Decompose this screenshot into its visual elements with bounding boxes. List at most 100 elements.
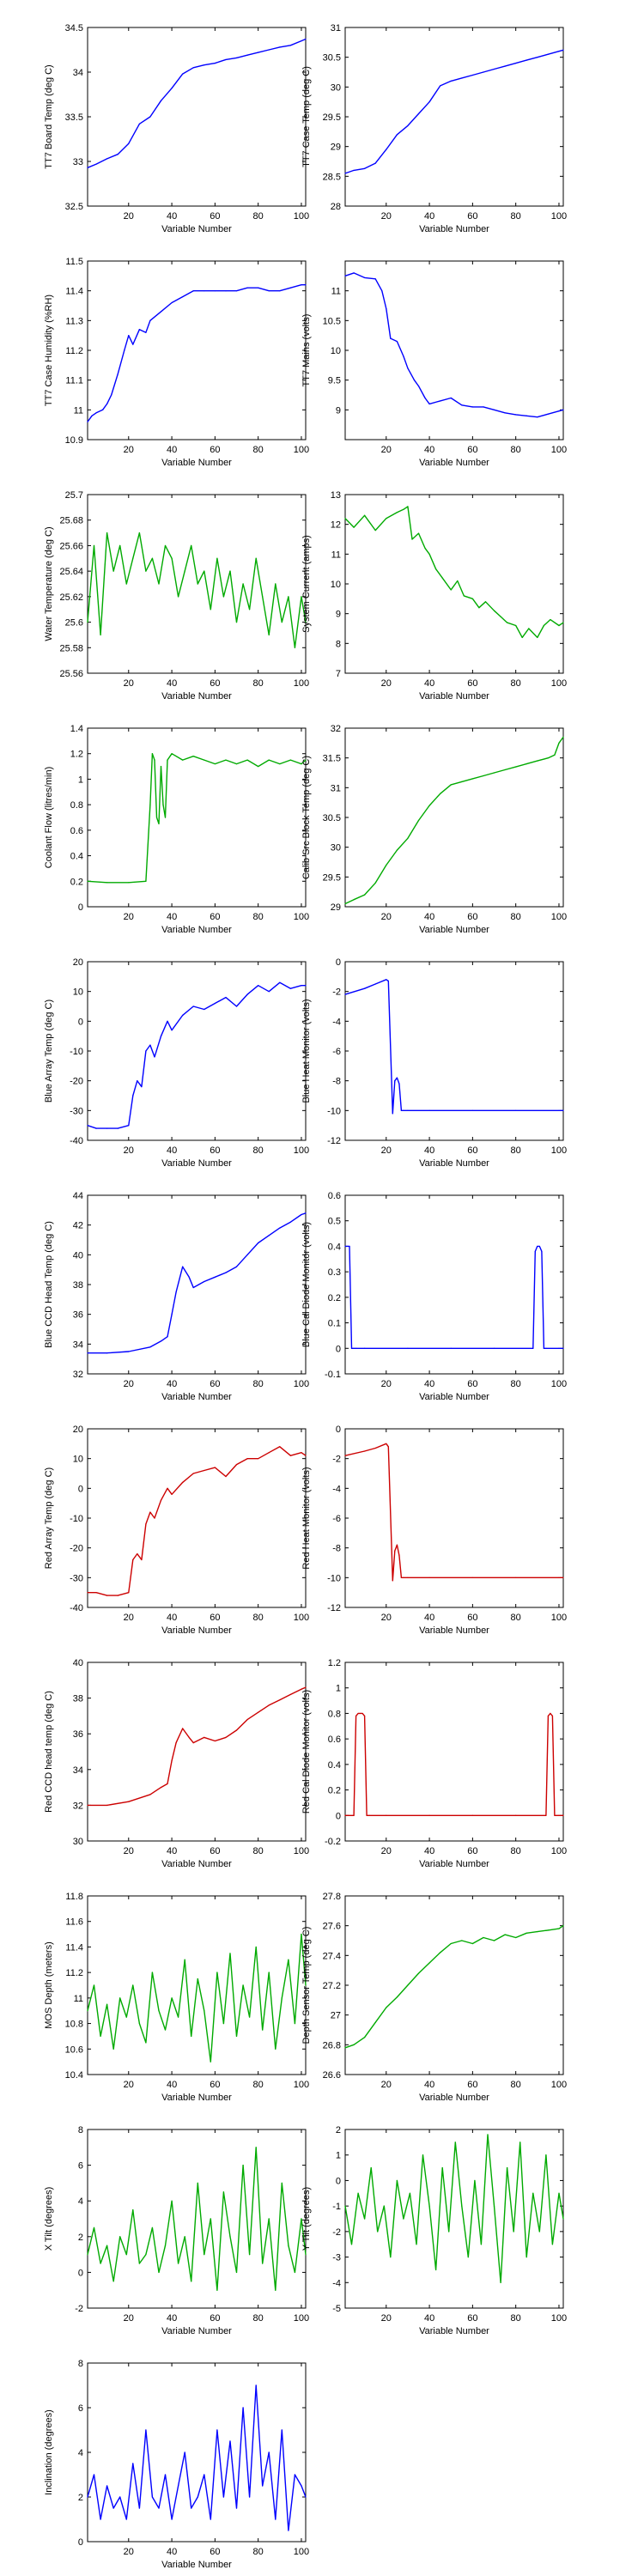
x-tick-label: 40 — [167, 445, 177, 455]
data-point — [246, 1718, 248, 1721]
series-line — [88, 1212, 307, 1354]
y-axis-label: Blue Heat Monitor (volts) — [301, 999, 312, 1103]
data-point — [164, 2245, 167, 2246]
y-tick-label: -40 — [70, 1603, 83, 1613]
y-axis-label: TT7 Board Temp (deg C) — [44, 64, 54, 168]
data-point — [355, 1347, 357, 1349]
data-point — [178, 596, 179, 598]
data-point — [192, 290, 194, 292]
data-point — [346, 1245, 349, 1248]
y-tick-label: -4 — [332, 1484, 341, 1494]
x-tick-label: 80 — [511, 1846, 521, 1856]
data-point — [396, 849, 398, 851]
data-point — [151, 557, 154, 559]
y-tick-label: 11.5 — [65, 257, 83, 267]
data-point — [305, 1455, 307, 1456]
y-tick-label: -4 — [332, 2278, 341, 2288]
y-axis-label: TT7 Case Temp (deg C) — [301, 66, 312, 167]
data-point — [171, 1997, 173, 1999]
data-point — [344, 902, 346, 905]
data-point — [344, 993, 346, 995]
data-point — [132, 343, 134, 345]
y-tick-label: 10 — [73, 1455, 83, 1465]
x-tick-label: 60 — [467, 1145, 477, 1156]
x-tick-label: 80 — [511, 1613, 521, 1623]
data-point — [138, 2507, 140, 2509]
x-tick-label: 100 — [294, 2080, 309, 2090]
data-point — [171, 2518, 173, 2520]
chart-panel-8: 29 29.5 30 30.5 31 31.5 32 20 40 60 80 100 Variable … — [301, 724, 567, 935]
data-point — [106, 1127, 108, 1129]
data-point — [268, 1235, 270, 1236]
data-point — [128, 1592, 130, 1594]
data-point — [138, 2022, 140, 2025]
y-tick-label: 25.62 — [59, 592, 83, 603]
data-point — [526, 763, 527, 765]
data-point — [145, 2042, 147, 2044]
data-point — [478, 607, 480, 609]
data-point — [132, 1984, 134, 1986]
y-axis-label: Water Temperature (deg C) — [44, 526, 54, 641]
data-point — [428, 553, 430, 555]
data-point — [377, 2231, 379, 2233]
data-point — [411, 538, 413, 540]
y-tick-label: -10 — [327, 1106, 341, 1116]
data-point — [128, 143, 130, 144]
data-point — [353, 899, 355, 901]
data-point — [275, 2289, 276, 2291]
data-point — [192, 67, 194, 69]
y-tick-label: 1.4 — [70, 724, 83, 734]
data-point — [366, 1814, 368, 1816]
data-point — [182, 296, 184, 298]
data-point — [515, 1936, 517, 1939]
x-tick-label: 40 — [167, 211, 177, 222]
data-point — [513, 2231, 514, 2233]
data-point — [289, 759, 291, 761]
data-point — [279, 1227, 281, 1229]
series-line — [87, 284, 306, 422]
x-tick-label: 60 — [210, 912, 220, 922]
data-point — [537, 57, 538, 58]
data-point — [132, 2209, 134, 2211]
y-tick-label: 11.2 — [65, 346, 83, 356]
plot-area — [344, 27, 564, 207]
x-tick-label: 60 — [467, 1379, 477, 1389]
x-tick-label: 80 — [253, 1379, 264, 1389]
data-point — [151, 2227, 154, 2228]
data-point — [407, 506, 409, 507]
y-tick-label: 11.2 — [65, 1968, 83, 1978]
x-axis-label: Variable Number — [419, 458, 489, 468]
data-point — [515, 414, 517, 416]
y-tick-label: 26.8 — [323, 2040, 341, 2050]
data-point — [222, 2191, 225, 2193]
x-tick-label: 60 — [210, 211, 220, 222]
data-point — [471, 1814, 473, 1816]
data-point — [222, 596, 225, 598]
y-tick-label: 0.2 — [328, 1786, 341, 1796]
y-tick-label: 34 — [73, 1765, 83, 1776]
chart-panel-3: 10.9 11 11.1 11.2 11.3 11.4 11.5 20 40 60 80 100 Var… — [44, 257, 309, 468]
y-tick-label: 0 — [336, 1344, 341, 1354]
y-tick-label: 26.6 — [323, 2070, 341, 2081]
data-point — [149, 116, 151, 118]
data-point — [504, 769, 506, 771]
data-point — [537, 1931, 538, 1933]
y-tick-label: 11.6 — [65, 1917, 83, 1928]
plot-area — [344, 1662, 564, 1842]
x-tick-label: 100 — [551, 2080, 567, 2090]
data-point — [145, 570, 147, 572]
data-point — [229, 2440, 231, 2442]
plot-area — [87, 727, 307, 908]
y-tick-label: 11.1 — [65, 376, 83, 386]
y-tick-label: 0 — [336, 2176, 341, 2186]
data-point — [119, 1997, 121, 1999]
data-point — [368, 1814, 370, 1816]
y-tick-label: 36 — [73, 1310, 83, 1321]
data-point — [275, 2048, 276, 2050]
y-tick-label: 31 — [331, 783, 341, 793]
x-axis-label: Variable Number — [161, 1158, 232, 1169]
x-tick-label: 20 — [124, 1846, 134, 1856]
data-point — [268, 1704, 270, 1706]
data-point — [428, 2205, 430, 2207]
